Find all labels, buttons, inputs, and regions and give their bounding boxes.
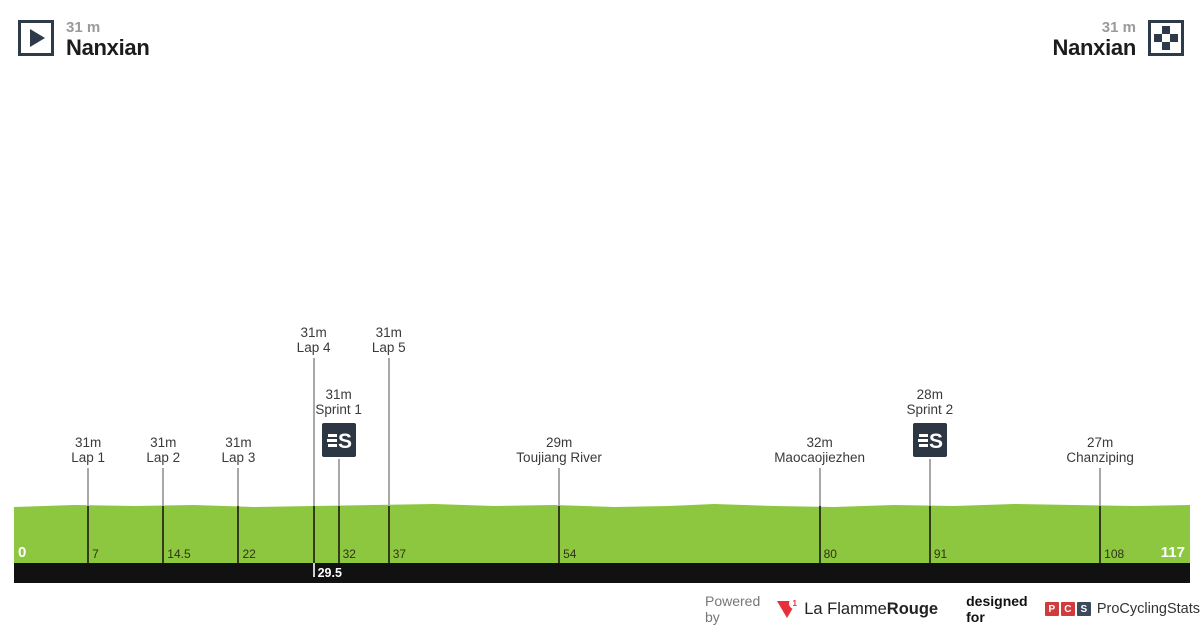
marker-label-sprint-1: 31m Sprint 1: [315, 387, 362, 417]
distance-bar: [14, 563, 1190, 583]
marker-stem-lap-4: [312, 358, 315, 563]
marker-stem-maocaojiezhen: [818, 468, 821, 563]
marker-elevation: 31m: [74, 435, 102, 450]
powered-by-label: Powered by: [705, 593, 761, 625]
footer: Powered by 1 La FlammeRouge designed for…: [705, 593, 1200, 625]
bar-tick-29-5: [312, 563, 315, 577]
marker-elevation: 31m: [375, 325, 402, 340]
km-tick-91: 91: [933, 547, 948, 561]
start-header: 31 m Nanxian: [18, 20, 161, 60]
finish-elevation: 31 m: [1101, 19, 1136, 36]
marker-name: Lap 3: [221, 449, 256, 465]
axis-end-label: 117: [1160, 544, 1185, 561]
km-tick-54: 54: [563, 547, 577, 561]
pcs-box-p: P: [1044, 602, 1059, 616]
marker-stem-lap-1: [87, 468, 90, 563]
procyclingstats-wordmark: ProCyclingStats: [1096, 601, 1200, 617]
marker-stem-sprint-2: [928, 459, 931, 563]
checkered-flag-icon: [1154, 26, 1178, 50]
lfr-light-text: La Flamme: [804, 599, 887, 618]
marker-label-toujiang-river: 29m Toujiang River: [516, 435, 602, 465]
marker-label-lap-2: 31m Lap 2: [146, 435, 181, 465]
marker-elevation: 31m: [325, 387, 352, 402]
marker-name: Toujiang River: [516, 449, 602, 465]
marker-stem-chanziping: [1099, 468, 1102, 563]
marker-name: Lap 2: [146, 449, 181, 465]
pcs-box-s: S: [1076, 602, 1091, 616]
marker-elevation: 28m: [916, 387, 943, 402]
km-tick-22: 22: [242, 547, 256, 561]
la-flamme-rouge-icon: 1: [777, 597, 801, 619]
finish-flag-icon: [1148, 20, 1184, 56]
svg-text:S: S: [338, 430, 352, 453]
start-header-text: 31 m Nanxian: [66, 19, 150, 60]
marker-label-lap-1: 31m Lap 1: [71, 435, 106, 465]
marker-stem-lap-2: [162, 468, 165, 563]
marker-label-lap-5: 31m Lap 5: [371, 325, 406, 355]
designed-for-label: designed for: [966, 593, 1028, 625]
marker-elevation: 31m: [300, 325, 327, 340]
marker-stem-toujiang-river: [558, 468, 561, 563]
marker-elevation: 27m: [1087, 435, 1114, 450]
marker-stem-sprint-1: [337, 459, 340, 563]
start-name: Nanxian: [66, 35, 150, 60]
marker-name: Chanziping: [1066, 449, 1134, 465]
marker-elevation: 29m: [545, 435, 573, 450]
pcs-box-c: C: [1060, 602, 1075, 616]
km-tick-37: 37: [392, 547, 407, 561]
la-flamme-rouge-wordmark: La FlammeRouge: [804, 600, 938, 619]
lfr-bold-text: Rouge: [886, 599, 939, 618]
marker-name: Lap 4: [296, 339, 331, 355]
marker-name: Lap 1: [71, 449, 106, 465]
marker-label-lap-4: 31m Lap 4: [296, 325, 331, 355]
finish-name: Nanxian: [1052, 35, 1137, 60]
marker-name: Sprint 1: [315, 401, 362, 417]
km-tick-7: 7: [92, 547, 99, 561]
marker-label-lap-3: 31m Lap 3: [221, 435, 256, 465]
marker-name: Lap 5: [371, 339, 406, 355]
marker-label-chanziping: 27m Chanziping: [1066, 435, 1134, 465]
start-elevation: 31 m: [66, 19, 101, 36]
svg-text:S: S: [929, 430, 943, 453]
sprint-1-icon: S: [321, 423, 356, 457]
play-triangle-icon: [30, 29, 45, 47]
marker-elevation: 31m: [225, 435, 252, 450]
bar-tick-label-29-5: 29.5: [317, 566, 342, 580]
marker-stem-lap-3: [237, 468, 240, 563]
elevation-profile: [14, 504, 1190, 563]
km-tick-14-5: 14.5: [167, 547, 191, 561]
km-tick-80: 80: [823, 547, 837, 561]
km-tick-108: 108: [1104, 547, 1125, 561]
marker-name: Sprint 2: [906, 401, 954, 417]
profile-area-shape: [14, 504, 1190, 563]
km-tick-32: 32: [342, 547, 356, 561]
marker-label-sprint-2: 28m Sprint 2: [906, 387, 954, 417]
sprint-2-icon: S: [912, 423, 947, 457]
marker-elevation: 32m: [806, 435, 833, 450]
finish-header: 31 m Nanxian: [1041, 20, 1184, 60]
marker-name: Maocaojiezhen: [774, 449, 865, 465]
finish-header-text: 31 m Nanxian: [1052, 19, 1137, 60]
start-flag-icon: [18, 20, 54, 56]
axis-start-label: 0: [18, 544, 27, 561]
marker-elevation: 31m: [150, 435, 177, 450]
marker-label-maocaojiezhen: 32m Maocaojiezhen: [774, 435, 865, 465]
lfr-badge: 1: [789, 597, 801, 609]
marker-stem-lap-5: [387, 358, 390, 563]
